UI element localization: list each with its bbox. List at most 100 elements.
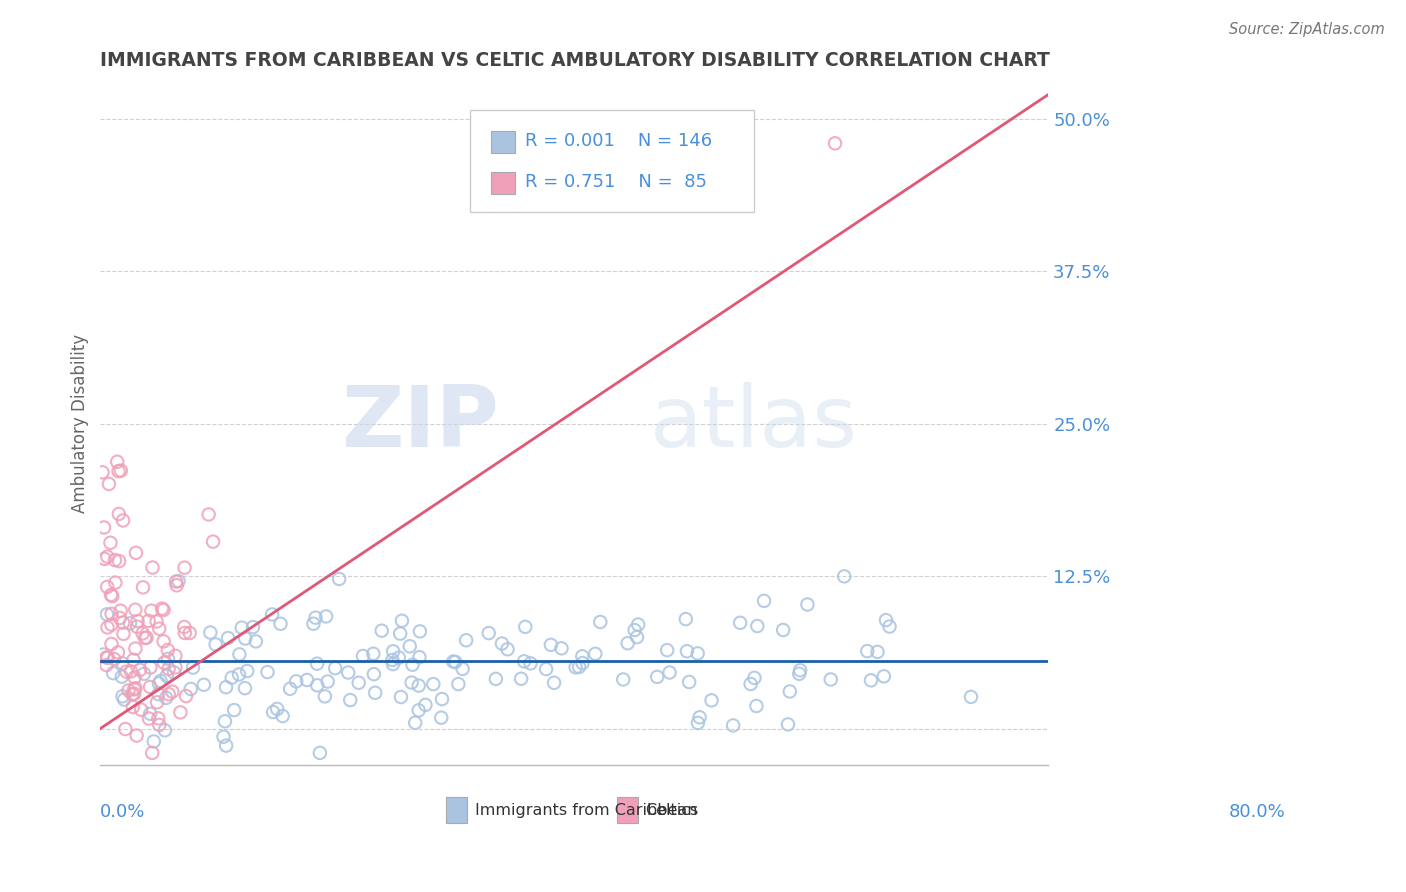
Point <box>174 689 197 703</box>
Point <box>626 630 648 644</box>
Point <box>200 625 222 640</box>
Point <box>540 638 562 652</box>
Point <box>96 607 118 622</box>
Point <box>415 698 437 712</box>
Point <box>266 702 288 716</box>
Point <box>107 464 129 478</box>
Point <box>155 690 177 705</box>
Point <box>100 617 122 632</box>
Point <box>114 722 136 736</box>
Point <box>101 589 124 603</box>
Point <box>180 681 202 696</box>
Point <box>262 705 284 719</box>
Point <box>110 604 132 618</box>
Point <box>100 535 122 549</box>
Point <box>409 624 432 639</box>
Point <box>820 673 842 687</box>
Point <box>111 690 134 704</box>
Point <box>97 477 120 491</box>
Point <box>231 621 253 635</box>
Point <box>193 678 215 692</box>
Point <box>564 660 586 674</box>
Point <box>100 637 122 651</box>
Text: atlas: atlas <box>650 383 858 466</box>
Point <box>202 534 225 549</box>
Point <box>166 578 188 592</box>
Point <box>447 677 470 691</box>
Point <box>314 690 336 704</box>
Point <box>456 633 478 648</box>
Point <box>657 643 679 657</box>
Point <box>242 620 264 634</box>
Point <box>307 678 329 692</box>
Point <box>676 644 699 658</box>
Point <box>370 624 392 638</box>
Point <box>120 665 142 679</box>
Point <box>138 614 160 628</box>
Point <box>139 706 162 721</box>
Point <box>316 674 339 689</box>
Point <box>728 615 751 630</box>
Point <box>304 610 326 624</box>
Point <box>879 619 901 633</box>
Point <box>568 660 591 674</box>
Point <box>337 665 360 680</box>
FancyBboxPatch shape <box>617 797 638 823</box>
Point <box>519 657 541 671</box>
Point <box>700 693 723 707</box>
Point <box>543 675 565 690</box>
Point <box>571 649 593 664</box>
Point <box>121 687 143 701</box>
Point <box>167 574 190 588</box>
Point <box>271 709 294 723</box>
Point <box>112 627 135 641</box>
Point <box>96 549 118 564</box>
Point <box>173 560 195 574</box>
Point <box>422 677 444 691</box>
Point <box>256 665 278 679</box>
Point <box>148 676 170 690</box>
Point <box>124 670 146 684</box>
Point <box>382 644 405 658</box>
Point <box>678 675 700 690</box>
FancyBboxPatch shape <box>446 797 467 823</box>
Point <box>686 646 709 660</box>
Point <box>149 673 172 688</box>
Text: R = 0.751    N =  85: R = 0.751 N = 85 <box>524 173 707 191</box>
Point <box>138 712 160 726</box>
Point <box>139 660 162 674</box>
Text: Source: ZipAtlas.com: Source: ZipAtlas.com <box>1229 22 1385 37</box>
Point <box>146 695 169 709</box>
Point <box>112 692 135 706</box>
Point <box>132 666 155 681</box>
Point <box>124 603 146 617</box>
Point <box>451 662 474 676</box>
FancyBboxPatch shape <box>491 131 515 153</box>
Point <box>122 653 145 667</box>
Point <box>363 667 385 681</box>
Point <box>115 665 138 679</box>
Point <box>132 580 155 594</box>
Point <box>103 652 125 666</box>
Text: 0.0%: 0.0% <box>100 803 146 821</box>
Point <box>228 667 250 681</box>
Point <box>163 665 186 680</box>
Point <box>169 706 191 720</box>
Point <box>96 650 118 665</box>
Point <box>796 598 818 612</box>
Point <box>744 671 766 685</box>
Point <box>381 657 404 672</box>
Point <box>157 687 180 701</box>
Point <box>496 642 519 657</box>
Point <box>776 717 799 731</box>
Point <box>150 601 173 615</box>
Point <box>204 637 226 651</box>
Point <box>156 643 179 657</box>
Point <box>124 641 146 656</box>
Point <box>221 671 243 685</box>
Point <box>752 594 775 608</box>
Point <box>127 620 149 634</box>
Point <box>93 520 115 534</box>
FancyBboxPatch shape <box>491 172 515 194</box>
Point <box>856 644 879 658</box>
